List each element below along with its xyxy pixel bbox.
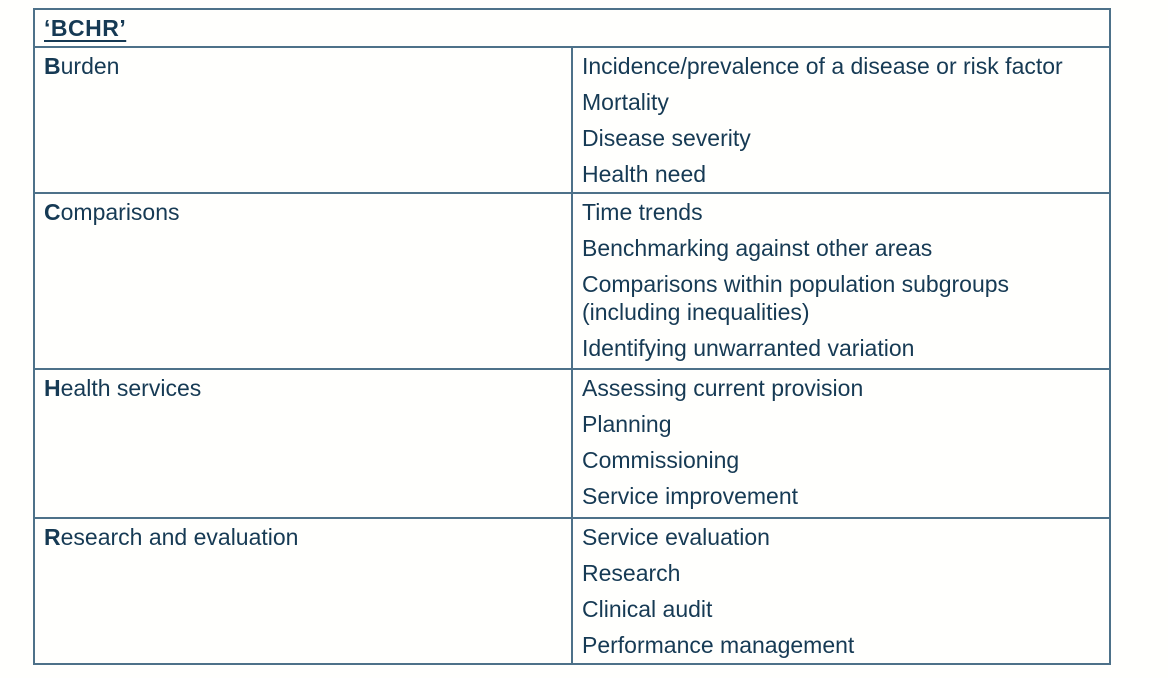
category-label-health-services: Health services <box>44 375 201 401</box>
table-row-comparisons: Comparisons Time trends Benchmarking aga… <box>33 192 1111 370</box>
category-cell-comparisons: Comparisons <box>33 192 573 370</box>
items-cell-burden: Incidence/prevalence of a disease or ris… <box>571 46 1111 194</box>
item-text: Service evaluation <box>582 524 770 550</box>
item-text: Commissioning <box>582 447 740 473</box>
item-text: Disease severity <box>582 125 751 151</box>
category-initial: H <box>44 375 61 401</box>
category-initial: R <box>44 524 61 550</box>
category-rest: ealth services <box>60 375 202 401</box>
table-row-health-services: Health services Assessing current provis… <box>33 368 1111 519</box>
category-initial: B <box>44 53 61 79</box>
item-text: Mortality <box>582 89 669 115</box>
item-text: Planning <box>582 411 672 437</box>
item-text: Identifying unwarranted variation <box>582 335 915 361</box>
category-label-research-evaluation: Research and evaluation <box>44 524 298 550</box>
item-text: Service improvement <box>582 483 799 509</box>
item-text: Research <box>582 560 681 586</box>
item-text: Incidence/prevalence of a disease or ris… <box>582 53 1063 79</box>
table-header-cell: ‘BCHR’ <box>33 8 1111 48</box>
category-rest: urden <box>60 53 120 79</box>
category-label-burden: Burden <box>44 53 119 79</box>
item-text: Benchmarking against other areas <box>582 235 933 261</box>
items-cell-health-services: Assessing current provision Planning Com… <box>571 368 1111 519</box>
table-title: ‘BCHR’ <box>44 15 127 41</box>
category-cell-burden: Burden <box>33 46 573 194</box>
item-text: Performance management <box>582 632 855 658</box>
item-text: Comparisons within population subgroups … <box>582 271 1010 325</box>
items-cell-research-evaluation: Service evaluation Research Clinical aud… <box>571 517 1111 665</box>
category-cell-health-services: Health services <box>33 368 573 519</box>
bchr-table: ‘BCHR’ Burden Incidence/prevalence of a … <box>33 8 1111 665</box>
category-initial: C <box>44 199 61 225</box>
item-text: Health need <box>582 161 707 187</box>
table-header-row: ‘BCHR’ <box>33 8 1111 48</box>
category-label-comparisons: Comparisons <box>44 199 180 225</box>
item-text: Time trends <box>582 199 703 225</box>
table-row-research-evaluation: Research and evaluation Service evaluati… <box>33 517 1111 665</box>
category-rest: omparisons <box>60 199 180 225</box>
item-text: Clinical audit <box>582 596 713 622</box>
item-text: Assessing current provision <box>582 375 864 401</box>
category-rest: esearch and evaluation <box>60 524 299 550</box>
items-cell-comparisons: Time trends Benchmarking against other a… <box>571 192 1111 370</box>
category-cell-research-evaluation: Research and evaluation <box>33 517 573 665</box>
table-row-burden: Burden Incidence/prevalence of a disease… <box>33 46 1111 194</box>
